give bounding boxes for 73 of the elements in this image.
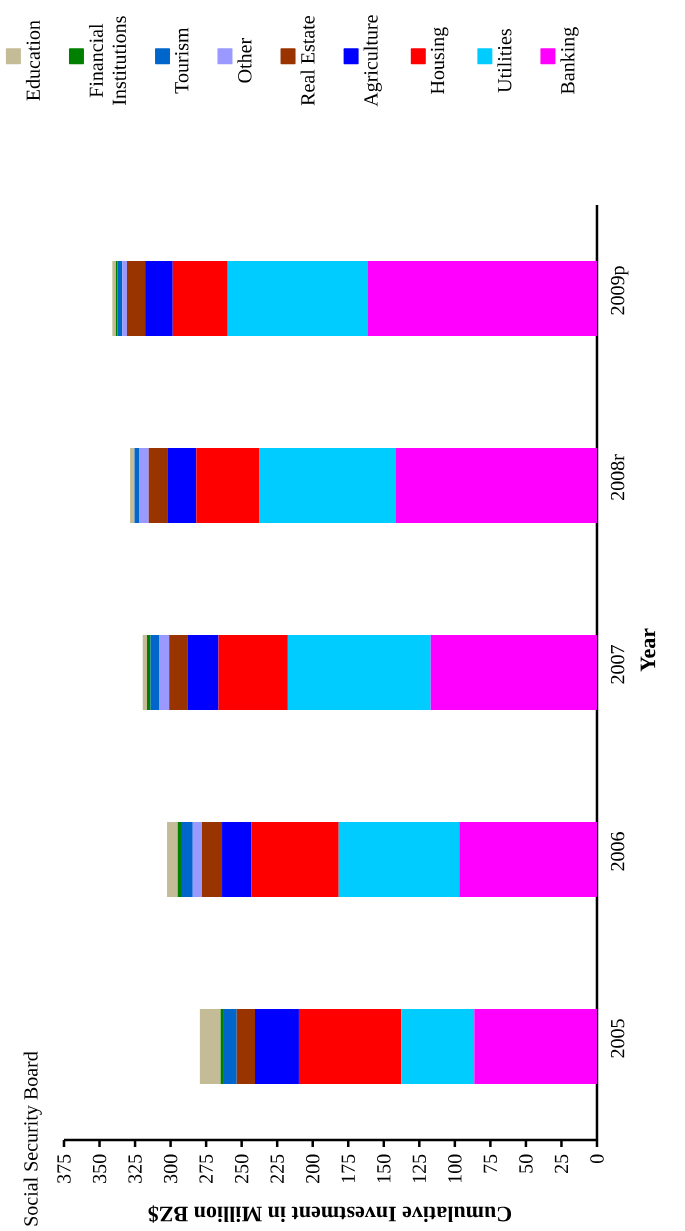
x-tick-label: 75 bbox=[483, 1154, 498, 1173]
bar bbox=[236, 1008, 256, 1084]
x-tick-label: 100 bbox=[448, 1154, 462, 1183]
bar bbox=[192, 821, 202, 897]
bar bbox=[142, 634, 147, 710]
bar bbox=[227, 261, 369, 336]
y-tick-label: 2009p bbox=[610, 266, 629, 315]
bar bbox=[218, 634, 288, 710]
x-tick-label: 50 bbox=[519, 1154, 533, 1173]
x-tick-label: 125 bbox=[412, 1154, 427, 1183]
bar bbox=[368, 261, 597, 336]
bar bbox=[177, 821, 182, 897]
bar bbox=[396, 447, 597, 523]
text: Social Security Board bbox=[23, 1051, 42, 1226]
bar bbox=[145, 261, 173, 336]
legend-label: Housing bbox=[430, 27, 449, 94]
bar bbox=[223, 1008, 237, 1084]
legend-label: Other bbox=[237, 38, 252, 83]
bar bbox=[150, 634, 160, 710]
bar bbox=[202, 821, 223, 897]
legend-label: Education bbox=[25, 20, 40, 101]
bar bbox=[130, 447, 135, 523]
bar bbox=[122, 261, 127, 336]
bar bbox=[259, 447, 397, 523]
bar bbox=[298, 1008, 402, 1084]
bar bbox=[181, 821, 193, 897]
bar bbox=[222, 821, 252, 897]
bar bbox=[167, 821, 178, 897]
x-tick-label: 175 bbox=[341, 1154, 355, 1183]
bar bbox=[196, 447, 259, 523]
x-tick-label: 325 bbox=[128, 1154, 142, 1183]
x-tick-label: 150 bbox=[377, 1154, 391, 1183]
bar bbox=[169, 634, 188, 710]
bar bbox=[134, 447, 140, 523]
bar bbox=[474, 1008, 597, 1084]
y-tick-label: 2005 bbox=[610, 1019, 625, 1058]
legend-label: Utilities bbox=[497, 29, 512, 93]
legend-label: Banking bbox=[560, 27, 579, 94]
x-axis-title: Cumulative Investment in Million BZ$ bbox=[148, 1205, 512, 1223]
bar bbox=[287, 634, 431, 710]
bar bbox=[199, 1008, 221, 1084]
x-tick-label: 200 bbox=[305, 1154, 320, 1183]
bar bbox=[187, 634, 219, 710]
x-tick-label: 375 bbox=[57, 1154, 71, 1183]
legend-label: Financial Institutions bbox=[88, 16, 127, 105]
y-tick-label: 2006 bbox=[610, 832, 625, 871]
bar bbox=[255, 1008, 299, 1084]
x-tick-label: 225 bbox=[270, 1154, 284, 1183]
x-tick-label: 25 bbox=[554, 1154, 569, 1173]
bar bbox=[159, 634, 170, 710]
legend-label: Agriculture bbox=[363, 15, 382, 107]
bar bbox=[251, 821, 339, 897]
bar bbox=[338, 821, 460, 897]
bar bbox=[172, 261, 228, 336]
x-tick-label: 250 bbox=[234, 1154, 249, 1183]
x-tick-label: 300 bbox=[163, 1154, 178, 1183]
y-axis-title: Year bbox=[640, 628, 656, 672]
legend-label: Real Estate bbox=[300, 16, 315, 106]
x-tick-label: 0 bbox=[590, 1154, 604, 1164]
x-tick-label: 350 bbox=[92, 1154, 107, 1183]
y-tick-label: 2007 bbox=[610, 645, 625, 684]
bar bbox=[147, 634, 151, 710]
bar bbox=[139, 447, 149, 523]
legend-label: Tourism bbox=[175, 27, 189, 94]
x-tick-label: 275 bbox=[199, 1154, 213, 1183]
bar bbox=[459, 821, 597, 897]
y-tick-label: 2008r bbox=[610, 454, 625, 500]
bar bbox=[430, 634, 597, 710]
bar bbox=[401, 1008, 475, 1084]
bar bbox=[167, 447, 197, 523]
bar bbox=[148, 447, 168, 523]
bar bbox=[126, 261, 146, 336]
bar bbox=[220, 1008, 224, 1084]
